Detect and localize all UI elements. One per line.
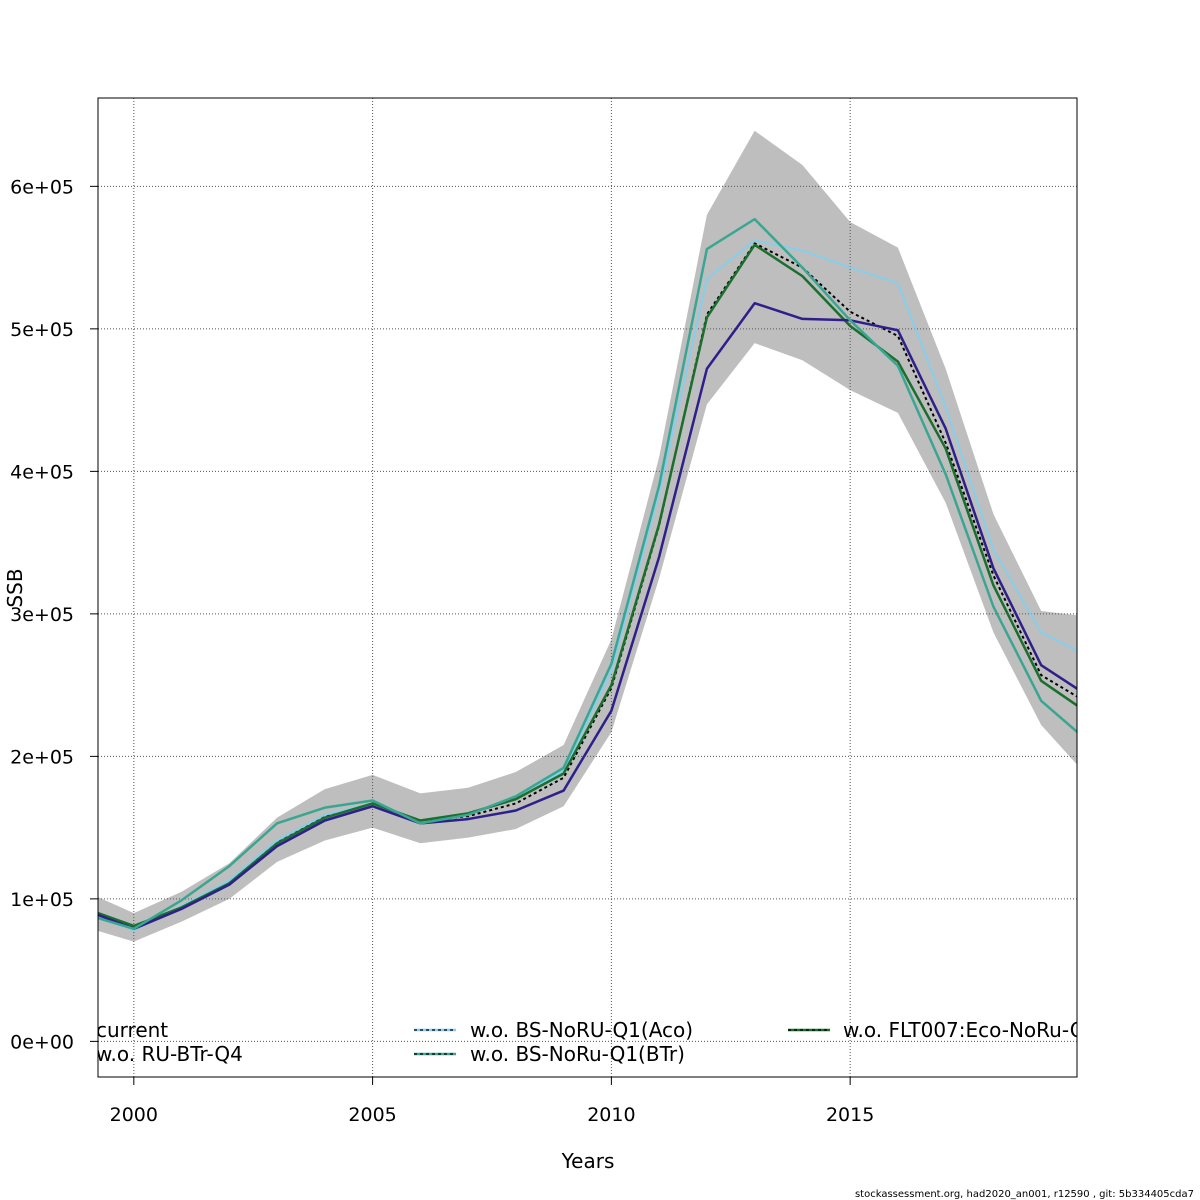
legend-label: w.o. BS-NoRU-Q1(Aco) [470, 1018, 693, 1042]
grid-layer [98, 98, 1077, 1077]
plot-frame [97, 97, 1078, 1078]
y-axis-title: SSB [3, 568, 27, 607]
x-axis-title: Years [561, 1149, 615, 1173]
x-tick-label: 2010 [587, 1104, 635, 1126]
legend-label: current [96, 1018, 168, 1042]
y-tick-label: 4e+05 [10, 461, 74, 483]
x-tick-label: 2005 [348, 1104, 396, 1126]
series-line-0 [98, 242, 1077, 929]
legend-label: w.o. BS-NoRu-Q1(BTr) [470, 1042, 685, 1066]
series-layer [98, 217, 1077, 932]
y-tick-label: 1e+05 [10, 889, 74, 911]
y-tick-label: 6e+05 [10, 176, 74, 198]
legend-label: w.o. RU-BTr-Q4 [96, 1042, 243, 1066]
x-tick-label: 2000 [110, 1104, 158, 1126]
y-tick-label: 2e+05 [10, 746, 74, 768]
confidence-band-layer [98, 130, 1077, 942]
series-line-2 [98, 243, 1077, 928]
y-tick-label: 3e+05 [10, 604, 74, 626]
y-axis: 0e+00 1e+05 2e+05 3e+05 4e+05 5e+05 6e+05 [10, 176, 98, 1053]
x-axis: 2000 2005 2010 2015 [110, 1077, 874, 1126]
confidence-band [98, 130, 1077, 942]
y-tick-label: 5e+05 [10, 319, 74, 341]
series-line-4 [98, 217, 1077, 931]
legend-label: w.o. FLT007:Eco-NoRu-Q [843, 1018, 1086, 1042]
y-tick-label: 0e+00 [10, 1031, 74, 1053]
x-tick-label: 2015 [826, 1104, 874, 1126]
series-line-3 [98, 301, 1077, 931]
series-line-1 [98, 239, 1077, 932]
footer-text: stockassessment.org, had2020_an001, r125… [855, 1189, 1194, 1200]
